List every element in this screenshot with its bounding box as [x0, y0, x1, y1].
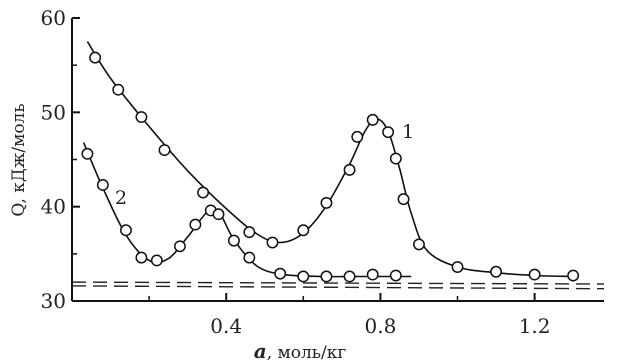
data-point-s1-8 [297, 224, 310, 237]
data-point-s1-5 [197, 186, 210, 199]
data-point-s1-9 [320, 196, 333, 209]
data-point-s1-7 [266, 236, 279, 249]
data-point-s1-11 [351, 130, 364, 143]
data-point-s2-7 [189, 218, 202, 231]
x-tick-label-0.4: 0.4 [210, 314, 242, 338]
data-point-s1-18 [490, 265, 503, 278]
data-point-s2-11 [243, 251, 256, 264]
curve-label-1: 1 [402, 121, 414, 143]
data-point-s1-10 [343, 163, 356, 176]
x-axis-title: a, моль/кг [254, 339, 347, 363]
data-point-s1-14 [389, 152, 402, 165]
series-line-1 [86, 41, 574, 278]
x-axis-var: a [254, 339, 267, 363]
data-point-s2-10 [227, 234, 240, 247]
data-point-s2-1 [81, 147, 94, 160]
data-point-s2-14 [320, 270, 333, 283]
curves [82, 41, 574, 278]
x-tick-label-1.2: 1.2 [519, 314, 551, 338]
data-point-s1-4 [158, 144, 171, 157]
data-point-s1-3 [135, 111, 148, 124]
data-point-s2-6 [173, 240, 186, 253]
data-point-s1-13 [382, 126, 395, 139]
dashed-baselines [71, 281, 605, 290]
curve-label-2: 2 [115, 187, 127, 209]
data-points [81, 51, 580, 283]
data-point-s2-13 [297, 270, 310, 283]
data-point-s1-2 [112, 83, 125, 96]
y-tick-label-60: 60 [41, 6, 66, 30]
data-point-s2-3 [120, 224, 132, 237]
ticks: 30 40 50 60 0.4 0.8 1.2 [41, 6, 551, 338]
data-point-s2-9 [212, 208, 225, 221]
data-point-s1-17 [451, 261, 464, 273]
data-point-s1-16 [413, 238, 425, 251]
data-point-s2-17 [389, 269, 402, 282]
data-point-s2-16 [366, 268, 379, 281]
data-point-s2-4 [135, 251, 148, 264]
baseline-dashed-2 [71, 285, 605, 290]
data-point-s1-20 [567, 269, 580, 282]
y-tick-label-40: 40 [41, 195, 66, 219]
data-point-s1-12 [366, 113, 379, 126]
data-point-s1-1 [89, 51, 102, 64]
y-axis-title: Q, кДж/моль [9, 103, 29, 216]
data-point-s2-15 [343, 270, 356, 283]
data-point-s2-12 [274, 267, 287, 280]
data-point-s1-19 [528, 268, 541, 281]
x-axis-unit: , моль/кг [267, 343, 347, 363]
baseline-dashed-1 [71, 281, 605, 285]
y-tick-label-50: 50 [41, 100, 66, 124]
x-tick-label-0.8: 0.8 [364, 314, 396, 338]
data-point-s2-2 [96, 179, 109, 191]
data-point-s1-15 [397, 193, 410, 206]
data-point-s2-5 [150, 254, 163, 267]
data-point-s1-6 [243, 226, 256, 239]
y-tick-label-30: 30 [41, 289, 66, 313]
